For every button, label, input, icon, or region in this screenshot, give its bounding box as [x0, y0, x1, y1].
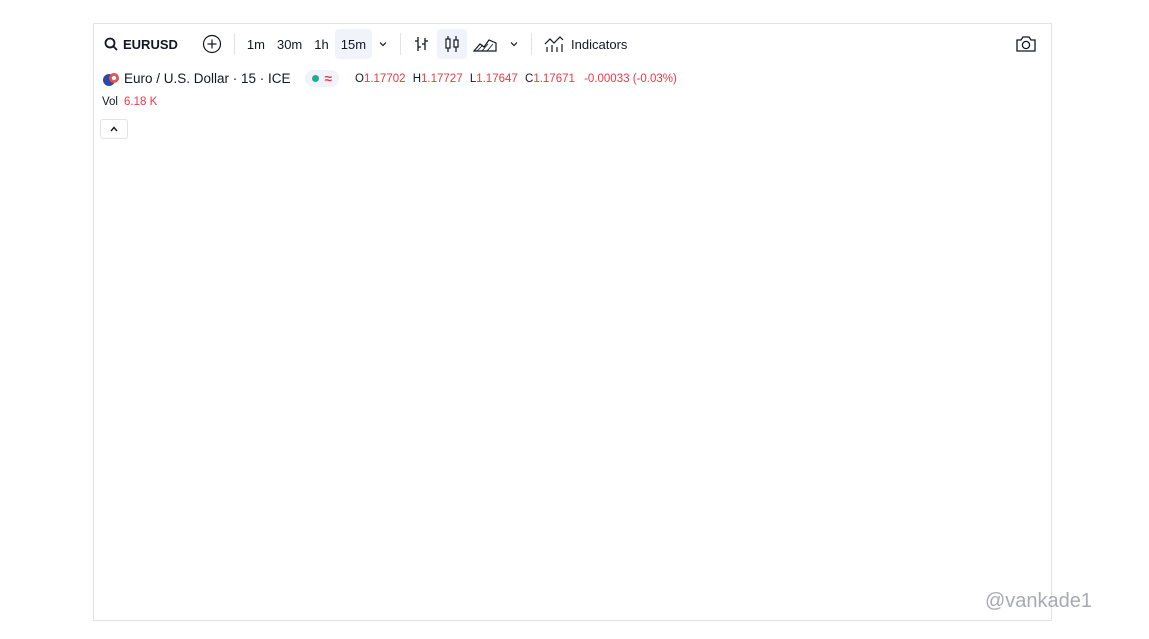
- interval-label: 15m: [340, 36, 367, 52]
- change-value: -0.00033 (-0.03%): [584, 72, 677, 85]
- high-value: 1.17727: [421, 72, 463, 85]
- toolbar-divider: [233, 33, 235, 55]
- top-toolbar: EURUSD 1m 30m 1h 15m Indicators: [94, 24, 1051, 64]
- interval-label: 1h: [314, 36, 329, 52]
- market-open-dot: [311, 75, 319, 82]
- interval-label: 30m: [276, 36, 303, 52]
- bars-icon: [415, 37, 429, 51]
- market-status-pill[interactable]: ≈: [304, 70, 339, 87]
- high-label: H: [412, 72, 422, 85]
- interval-1m-button[interactable]: 1m: [241, 29, 271, 59]
- open-label: O: [354, 72, 364, 85]
- candles-style-button[interactable]: [437, 29, 468, 59]
- ohlc-values: O1.17702 H1.17727 L1.17647 C1.17671 -0.0…: [355, 73, 677, 85]
- approx-icon: ≈: [324, 71, 332, 86]
- interval-1h-button[interactable]: 1h: [308, 29, 334, 59]
- screenshot-button[interactable]: [1009, 29, 1043, 59]
- volume-label: Vol: [102, 96, 118, 108]
- camera-icon: [1016, 36, 1036, 52]
- volume-value: 6.18 K: [124, 96, 158, 108]
- chevron-down-icon: [510, 42, 518, 47]
- interval-dropdown-button[interactable]: [372, 29, 394, 59]
- open-value: 1.17702: [363, 72, 406, 85]
- candlestick-icon: [445, 36, 459, 52]
- plus-circle-icon: [202, 34, 222, 54]
- bars-style-button[interactable]: [407, 29, 437, 59]
- indicators-icon: [544, 36, 564, 52]
- chevron-up-icon: [110, 126, 118, 132]
- symbol-legend: Euro / U.S. Dollar · 15 · ICE ≈ O1.17702…: [102, 70, 677, 87]
- close-value: 1.17671: [533, 72, 575, 85]
- chart-type-dropdown-button[interactable]: [503, 29, 525, 59]
- toolbar-divider: [400, 33, 402, 55]
- area-style-button[interactable]: [467, 29, 503, 59]
- compare-symbol-button[interactable]: [196, 29, 228, 59]
- search-icon: [104, 37, 118, 51]
- interval-30m-button[interactable]: 30m: [271, 29, 308, 59]
- interval-15m-button[interactable]: 15m: [334, 29, 373, 59]
- toolbar-divider: [531, 33, 533, 55]
- chart-widget: EURUSD 1m 30m 1h 15m Indicators: [93, 23, 1052, 621]
- indicators-label: Indicators: [571, 36, 628, 52]
- interval-label: 1m: [246, 36, 265, 52]
- volume-legend: Vol 6.18 K: [102, 96, 157, 108]
- chevron-down-icon: [379, 42, 387, 47]
- area-chart-icon: [473, 39, 497, 52]
- indicators-button[interactable]: Indicators: [538, 29, 633, 59]
- currency-flags-icon: [103, 72, 119, 86]
- symbol-search-button[interactable]: EURUSD: [94, 29, 184, 59]
- collapse-legend-button[interactable]: [100, 119, 128, 139]
- symbol-label: EURUSD: [123, 36, 178, 52]
- watermark: @vankade1: [985, 590, 1093, 612]
- low-value: 1.17647: [476, 72, 518, 85]
- close-label: C: [525, 72, 534, 85]
- symbol-title[interactable]: Euro / U.S. Dollar · 15 · ICE: [124, 71, 291, 86]
- low-label: L: [469, 72, 477, 85]
